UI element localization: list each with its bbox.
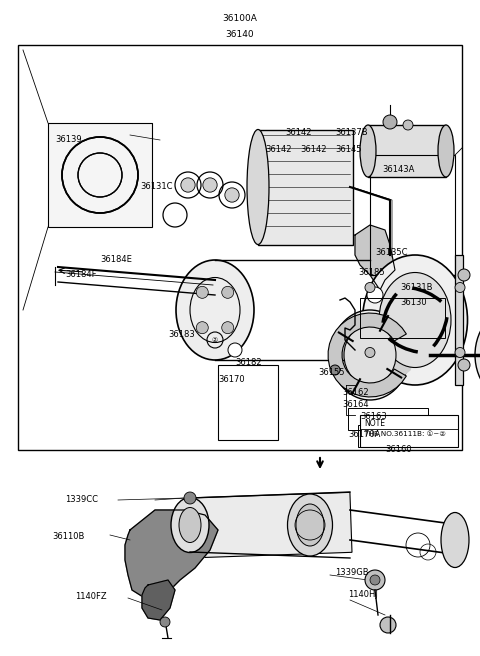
Ellipse shape bbox=[438, 125, 454, 177]
Ellipse shape bbox=[176, 260, 254, 360]
Circle shape bbox=[160, 617, 170, 627]
Circle shape bbox=[458, 269, 470, 281]
Text: 36110B: 36110B bbox=[52, 532, 84, 541]
Bar bbox=[370, 155, 455, 275]
Circle shape bbox=[330, 365, 340, 375]
Text: 36131C: 36131C bbox=[140, 182, 172, 191]
Bar bbox=[360, 298, 445, 338]
Bar bbox=[358, 425, 420, 447]
Circle shape bbox=[367, 287, 383, 303]
Ellipse shape bbox=[296, 504, 324, 546]
Circle shape bbox=[196, 321, 208, 334]
Circle shape bbox=[184, 492, 196, 504]
Ellipse shape bbox=[288, 494, 333, 556]
Bar bbox=[368, 125, 446, 177]
Text: 1339CC: 1339CC bbox=[65, 495, 98, 504]
Ellipse shape bbox=[331, 310, 409, 400]
Ellipse shape bbox=[360, 125, 376, 177]
Text: 36183: 36183 bbox=[168, 330, 195, 339]
Text: 36137B: 36137B bbox=[335, 128, 368, 137]
Text: THE NO.36111B: ①~②: THE NO.36111B: ①~② bbox=[364, 431, 446, 437]
Circle shape bbox=[228, 343, 242, 357]
Circle shape bbox=[222, 286, 234, 298]
Text: 1140HJ: 1140HJ bbox=[348, 590, 378, 599]
Circle shape bbox=[403, 120, 413, 130]
Bar bbox=[18, 45, 462, 450]
Polygon shape bbox=[125, 510, 218, 600]
Text: 36164: 36164 bbox=[342, 400, 369, 409]
Polygon shape bbox=[355, 225, 395, 290]
Ellipse shape bbox=[179, 508, 201, 543]
Text: 36139: 36139 bbox=[55, 135, 82, 144]
Text: 36130: 36130 bbox=[400, 298, 427, 307]
Text: 36142: 36142 bbox=[265, 145, 291, 154]
Polygon shape bbox=[330, 328, 415, 382]
Circle shape bbox=[203, 178, 217, 192]
Circle shape bbox=[222, 321, 234, 334]
Circle shape bbox=[181, 178, 195, 192]
Ellipse shape bbox=[247, 129, 269, 245]
Circle shape bbox=[225, 188, 239, 202]
Bar bbox=[258, 130, 353, 245]
Text: 36155: 36155 bbox=[318, 368, 345, 377]
Ellipse shape bbox=[344, 325, 396, 385]
Text: 36135C: 36135C bbox=[375, 248, 408, 257]
Text: 1339GB: 1339GB bbox=[335, 568, 369, 577]
Text: 36170A: 36170A bbox=[348, 430, 380, 439]
Text: 36142: 36142 bbox=[300, 145, 326, 154]
Text: 36145: 36145 bbox=[335, 145, 361, 154]
Text: 36163: 36163 bbox=[360, 412, 387, 421]
Circle shape bbox=[380, 617, 396, 633]
Text: 36184E: 36184E bbox=[100, 255, 132, 264]
Ellipse shape bbox=[171, 497, 209, 552]
Bar bbox=[218, 365, 278, 440]
Text: 36143A: 36143A bbox=[382, 165, 414, 174]
Text: 36184F: 36184F bbox=[65, 270, 96, 279]
Text: 36140: 36140 bbox=[226, 30, 254, 39]
Circle shape bbox=[455, 348, 465, 358]
Circle shape bbox=[196, 286, 208, 298]
Circle shape bbox=[370, 575, 380, 585]
Ellipse shape bbox=[362, 255, 468, 385]
Circle shape bbox=[365, 348, 375, 358]
Text: 36162: 36162 bbox=[342, 388, 369, 397]
Bar bbox=[188, 493, 352, 558]
Text: 36182: 36182 bbox=[235, 358, 262, 367]
Bar bbox=[348, 408, 428, 430]
Text: 36185: 36185 bbox=[358, 268, 384, 277]
Circle shape bbox=[365, 283, 375, 293]
Ellipse shape bbox=[379, 272, 451, 367]
Circle shape bbox=[455, 283, 465, 293]
Ellipse shape bbox=[475, 305, 480, 405]
Text: 1140FZ: 1140FZ bbox=[75, 592, 107, 601]
Bar bbox=[48, 123, 152, 227]
Text: 36170: 36170 bbox=[218, 375, 245, 384]
Bar bbox=[360, 415, 458, 447]
Polygon shape bbox=[328, 313, 407, 397]
Circle shape bbox=[365, 570, 385, 590]
Bar bbox=[455, 255, 463, 385]
Circle shape bbox=[383, 115, 397, 129]
Text: ②: ② bbox=[212, 337, 218, 343]
Text: 36131B: 36131B bbox=[400, 283, 432, 292]
Ellipse shape bbox=[441, 512, 469, 567]
Text: 36100A: 36100A bbox=[223, 14, 257, 23]
Text: 36160: 36160 bbox=[385, 445, 412, 454]
Text: 36142: 36142 bbox=[285, 128, 312, 137]
Text: NOTE: NOTE bbox=[364, 419, 385, 428]
Circle shape bbox=[458, 359, 470, 371]
Polygon shape bbox=[142, 580, 175, 620]
